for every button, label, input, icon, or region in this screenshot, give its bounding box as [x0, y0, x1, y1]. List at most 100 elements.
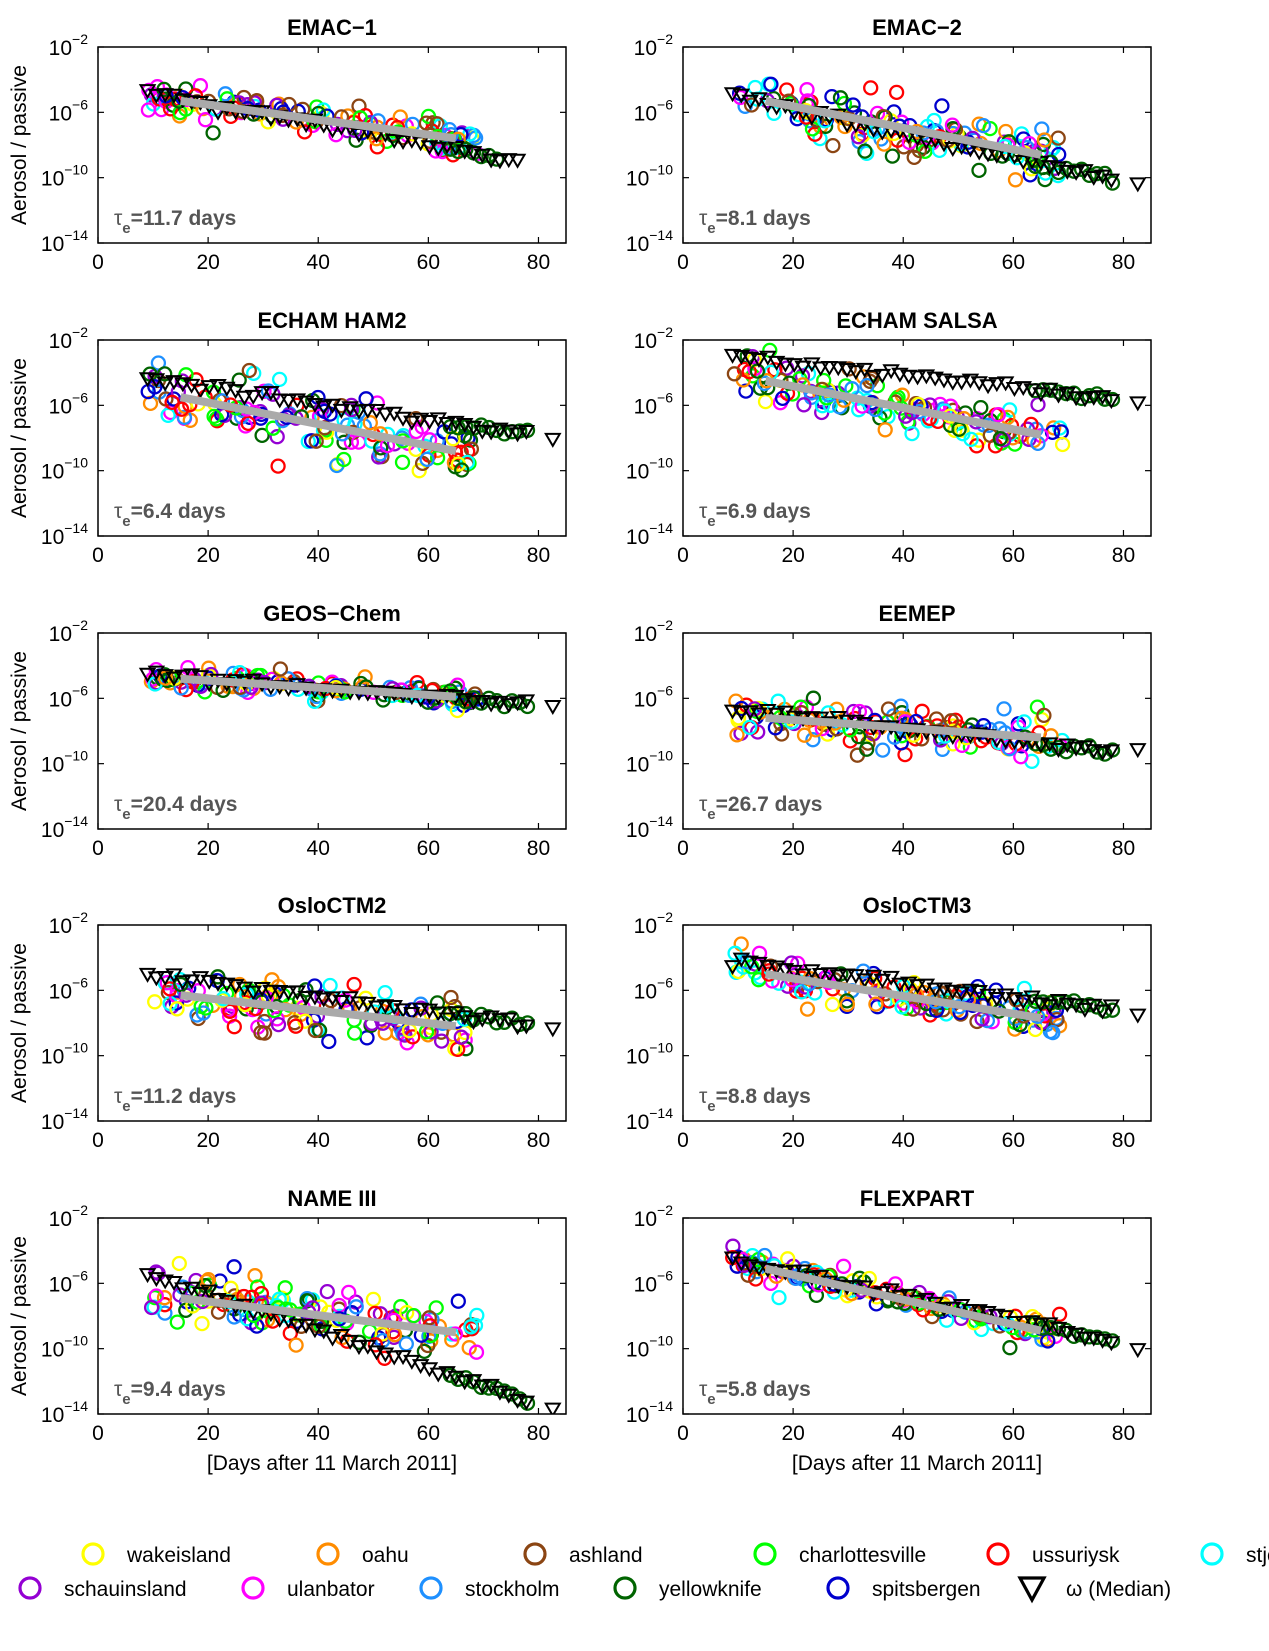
x-tick-label: 0	[677, 837, 689, 860]
station-point	[206, 408, 222, 425]
station-point	[253, 1285, 270, 1302]
x-tick-label: 80	[527, 837, 550, 860]
median-marker	[244, 389, 263, 405]
station-point	[496, 1383, 512, 1399]
station-point	[361, 1323, 378, 1339]
station-point	[147, 994, 163, 1010]
station-point	[824, 996, 841, 1013]
median-marker	[508, 696, 527, 712]
station-point	[336, 434, 352, 450]
axes-box	[97, 46, 567, 244]
x-tick-label: 40	[307, 544, 330, 567]
station-point	[975, 117, 992, 134]
median-marker	[315, 992, 333, 1008]
median-marker	[191, 383, 210, 399]
station-point	[168, 995, 184, 1011]
x-tick-label: 0	[677, 544, 689, 567]
median-marker	[156, 970, 174, 986]
x-tick-label: 60	[417, 1422, 440, 1445]
station-point	[1051, 1306, 1068, 1322]
tau-annotation: τe=11.7 days	[114, 207, 236, 237]
station-point	[411, 463, 427, 479]
panel-echam-ham2: ECHAM HAM2 0 20 40 60 80 10−2 10−6 10−10 10−14 Aer…	[8, 308, 567, 567]
median-marker	[908, 370, 927, 386]
median-marker	[376, 407, 395, 423]
station-point	[1034, 1331, 1050, 1348]
median-marker	[1014, 154, 1033, 170]
fit-line	[764, 1264, 1042, 1335]
station-point	[468, 1344, 485, 1360]
x-tick-label: 80	[527, 1422, 550, 1445]
station-point	[197, 112, 214, 128]
x-tick-label: 80	[1112, 1422, 1135, 1445]
median-marker	[750, 352, 768, 368]
panel-flexpart: FLEXPART 0 20 40 60 80 10−2 10−6 10−10 10−14 [Days…	[626, 1186, 1152, 1475]
station-point	[973, 399, 989, 416]
y-tick-label: 10−2	[634, 1202, 674, 1231]
station-point	[1097, 391, 1113, 407]
median-marker	[1032, 1317, 1050, 1333]
x-tick-label: 20	[196, 1422, 219, 1445]
axes-box	[97, 1217, 567, 1415]
station-point	[1043, 1319, 1059, 1336]
markers	[723, 936, 1147, 1041]
median-marker	[156, 88, 174, 104]
legend-marker	[986, 1542, 1010, 1566]
station-point	[1104, 175, 1121, 191]
station-point	[328, 127, 344, 143]
median-marker	[191, 1286, 210, 1302]
median-marker	[873, 368, 892, 384]
median-marker	[1040, 999, 1059, 1015]
legend: wakeisland oahu ashland charlottesville ussu…	[18, 1542, 1269, 1604]
median-marker	[209, 976, 227, 992]
median-marker	[1076, 392, 1094, 408]
y-tick-label: 10−6	[634, 389, 674, 418]
legend-marker	[419, 1576, 443, 1600]
fit-line	[180, 1294, 457, 1337]
station-point	[794, 368, 811, 384]
median-marker	[367, 1000, 386, 1016]
station-point	[888, 84, 905, 101]
station-point	[1054, 436, 1071, 453]
median-marker	[952, 986, 971, 1002]
legend-label: oahu	[362, 1544, 409, 1567]
station-point	[368, 131, 385, 147]
station-point	[796, 727, 813, 743]
fit-line	[764, 96, 1042, 159]
median-marker	[544, 1402, 562, 1414]
station-point	[1007, 172, 1024, 188]
station-point	[171, 1255, 187, 1272]
median-marker	[482, 153, 500, 169]
station-point	[825, 137, 841, 154]
x-tick-label: 40	[892, 837, 915, 860]
median-marker	[270, 393, 289, 409]
markers	[723, 1238, 1147, 1359]
station-point	[362, 415, 378, 431]
median-marker	[811, 967, 830, 983]
median-marker	[279, 985, 298, 1001]
station-point	[488, 151, 505, 167]
legend-label: wakeisland	[126, 1544, 231, 1567]
x-tick-label: 40	[307, 251, 330, 274]
panel-title: ECHAM HAM2	[257, 308, 406, 333]
station-point	[774, 390, 791, 407]
median-marker	[165, 671, 183, 687]
legend-label: stockholm	[465, 1578, 560, 1601]
station-point	[269, 1011, 285, 1027]
median-marker	[1093, 746, 1112, 762]
y-tick-label: 10−14	[626, 813, 673, 842]
station-point	[463, 1319, 479, 1335]
x-tick-label: 60	[1002, 544, 1025, 567]
median-marker	[811, 361, 830, 377]
median-marker	[270, 984, 289, 1000]
legend-label: ashland	[569, 1544, 643, 1567]
median-marker	[482, 697, 500, 713]
median-marker	[182, 974, 201, 990]
median-marker	[1102, 999, 1121, 1015]
station-point	[766, 105, 782, 121]
station-point	[808, 1287, 825, 1303]
y-tick-label: 10−6	[49, 682, 89, 711]
station-point	[799, 1001, 816, 1017]
station-point	[453, 1029, 469, 1045]
